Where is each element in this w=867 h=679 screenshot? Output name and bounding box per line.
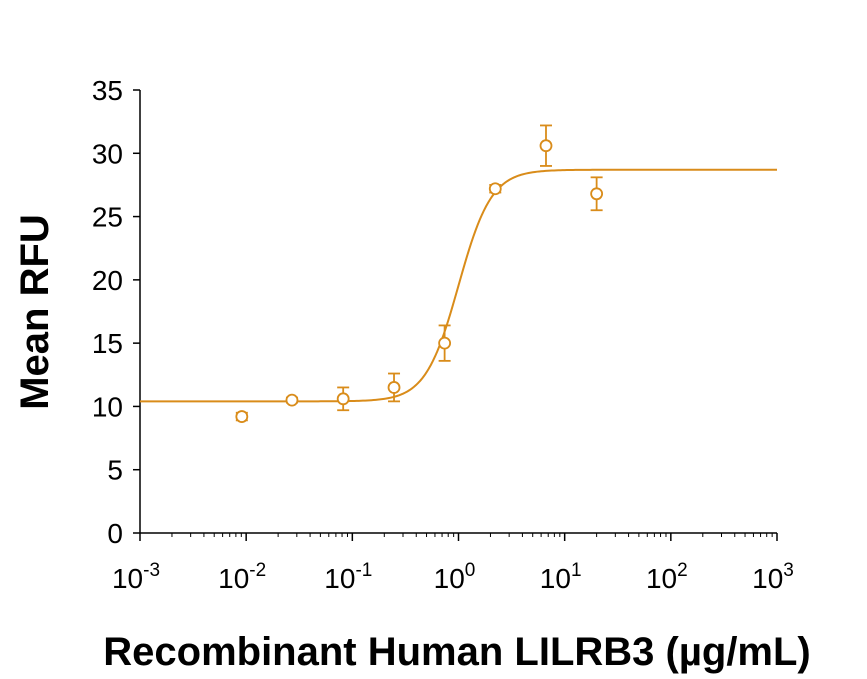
point-marker <box>590 187 604 201</box>
data-point <box>387 372 401 403</box>
x-tick-label: 100 <box>434 560 476 594</box>
y-axis-title: Mean RFU <box>13 214 57 410</box>
point-marker <box>336 392 350 406</box>
y-tick-label: 30 <box>92 138 123 169</box>
fit-curve-layer <box>140 168 777 403</box>
y-tick-label: 15 <box>92 328 123 359</box>
data-point <box>336 386 350 412</box>
x-tick-label: 101 <box>540 560 582 594</box>
y-tick-label: 5 <box>107 455 123 486</box>
data-point <box>539 124 553 167</box>
data-point <box>488 182 502 196</box>
data-point <box>285 393 299 407</box>
data-point <box>438 324 452 362</box>
data-points-layer <box>235 124 604 423</box>
y-axis: 0 5 10 15 20 25 30 35 <box>92 75 141 549</box>
y-tick-label: 20 <box>92 265 123 296</box>
point-marker <box>488 182 502 196</box>
point-marker <box>387 381 401 394</box>
data-point <box>235 410 249 423</box>
point-marker <box>285 393 299 407</box>
x-tick-label: 10-3 <box>112 560 160 594</box>
y-tick-label: 0 <box>107 518 123 549</box>
point-marker <box>235 410 249 423</box>
x-tick-label: 103 <box>752 560 794 594</box>
data-point <box>590 176 604 212</box>
x-axis-title: Recombinant Human LILRB3 (µg/mL) <box>103 630 811 674</box>
x-tick-label: 102 <box>646 560 688 594</box>
x-tick-label: 10-2 <box>218 560 266 594</box>
x-axis: 10-3 10-2 10-1 100 101 102 103 <box>112 532 794 594</box>
point-marker <box>438 336 452 350</box>
point-marker <box>539 139 553 153</box>
y-tick-label: 35 <box>92 75 123 106</box>
y-tick-label: 10 <box>92 391 123 422</box>
x-tick-label: 10-1 <box>324 560 372 594</box>
y-tick-label: 25 <box>92 202 123 233</box>
fit-curve <box>140 168 777 403</box>
